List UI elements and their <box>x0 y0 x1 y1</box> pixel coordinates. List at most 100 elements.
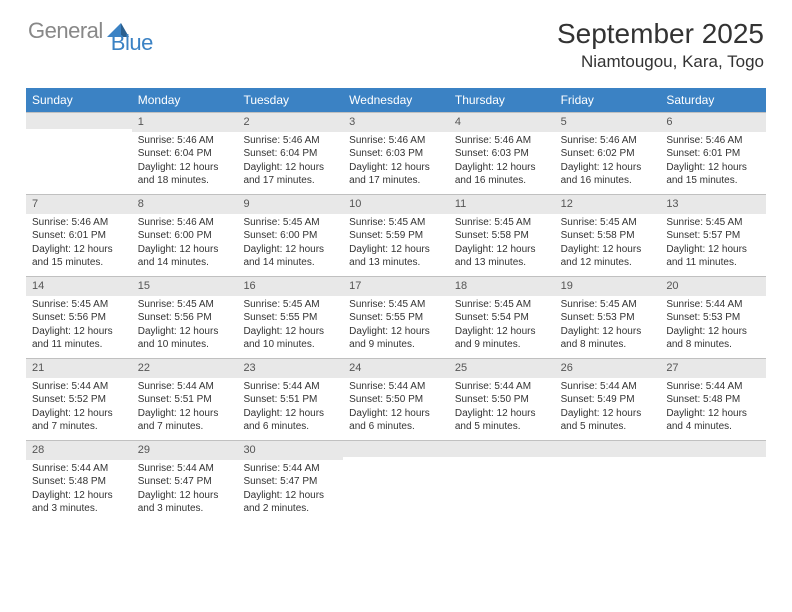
sunrise-text: Sunrise: 5:45 AM <box>455 298 549 312</box>
day-number: 28 <box>26 440 132 460</box>
sunset-text: Sunset: 5:50 PM <box>349 393 443 407</box>
calendar-cell <box>660 440 766 522</box>
sunset-text: Sunset: 5:48 PM <box>32 475 126 489</box>
day-details: Sunrise: 5:46 AMSunset: 6:04 PMDaylight:… <box>237 132 343 194</box>
calendar-week: 1Sunrise: 5:46 AMSunset: 6:04 PMDaylight… <box>26 112 766 194</box>
day-header: Thursday <box>449 88 555 112</box>
daylight-text: Daylight: 12 hours and 14 minutes. <box>243 243 337 270</box>
calendar-cell: 16Sunrise: 5:45 AMSunset: 5:55 PMDayligh… <box>237 276 343 358</box>
brand-logo: General Blue <box>28 18 175 44</box>
daylight-text: Daylight: 12 hours and 18 minutes. <box>138 161 232 188</box>
sunrise-text: Sunrise: 5:45 AM <box>32 298 126 312</box>
day-number: 5 <box>555 112 661 132</box>
calendar-cell: 26Sunrise: 5:44 AMSunset: 5:49 PMDayligh… <box>555 358 661 440</box>
daylight-text: Daylight: 12 hours and 17 minutes. <box>349 161 443 188</box>
sunset-text: Sunset: 6:04 PM <box>138 147 232 161</box>
day-number: 19 <box>555 276 661 296</box>
calendar-cell <box>449 440 555 522</box>
day-number: 26 <box>555 358 661 378</box>
day-details: Sunrise: 5:44 AMSunset: 5:50 PMDaylight:… <box>449 378 555 440</box>
day-details: Sunrise: 5:46 AMSunset: 6:02 PMDaylight:… <box>555 132 661 194</box>
sunset-text: Sunset: 5:56 PM <box>138 311 232 325</box>
brand-name-a: General <box>28 18 103 44</box>
daylight-text: Daylight: 12 hours and 6 minutes. <box>349 407 443 434</box>
calendar-cell: 24Sunrise: 5:44 AMSunset: 5:50 PMDayligh… <box>343 358 449 440</box>
month-title: September 2025 <box>557 18 764 50</box>
day-details: Sunrise: 5:46 AMSunset: 6:03 PMDaylight:… <box>449 132 555 194</box>
day-header: Friday <box>555 88 661 112</box>
sunset-text: Sunset: 5:55 PM <box>243 311 337 325</box>
day-number: 27 <box>660 358 766 378</box>
calendar-cell: 20Sunrise: 5:44 AMSunset: 5:53 PMDayligh… <box>660 276 766 358</box>
page-header: General Blue September 2025 Niamtougou, … <box>0 0 792 82</box>
day-number: 29 <box>132 440 238 460</box>
daylight-text: Daylight: 12 hours and 15 minutes. <box>666 161 760 188</box>
day-number: 13 <box>660 194 766 214</box>
day-number: 9 <box>237 194 343 214</box>
day-number: 20 <box>660 276 766 296</box>
day-details: Sunrise: 5:44 AMSunset: 5:48 PMDaylight:… <box>26 460 132 522</box>
sunrise-text: Sunrise: 5:44 AM <box>32 380 126 394</box>
calendar-cell: 11Sunrise: 5:45 AMSunset: 5:58 PMDayligh… <box>449 194 555 276</box>
sunset-text: Sunset: 5:51 PM <box>243 393 337 407</box>
daylight-text: Daylight: 12 hours and 7 minutes. <box>138 407 232 434</box>
day-number: 24 <box>343 358 449 378</box>
daylight-text: Daylight: 12 hours and 2 minutes. <box>243 489 337 516</box>
calendar-cell: 15Sunrise: 5:45 AMSunset: 5:56 PMDayligh… <box>132 276 238 358</box>
day-header: Monday <box>132 88 238 112</box>
day-number: 15 <box>132 276 238 296</box>
sunset-text: Sunset: 6:00 PM <box>243 229 337 243</box>
sunrise-text: Sunrise: 5:45 AM <box>349 216 443 230</box>
location-text: Niamtougou, Kara, Togo <box>557 52 764 72</box>
sunrise-text: Sunrise: 5:45 AM <box>243 298 337 312</box>
day-number: 17 <box>343 276 449 296</box>
sunset-text: Sunset: 6:03 PM <box>349 147 443 161</box>
daylight-text: Daylight: 12 hours and 5 minutes. <box>561 407 655 434</box>
day-number: 6 <box>660 112 766 132</box>
sunrise-text: Sunrise: 5:46 AM <box>666 134 760 148</box>
sunset-text: Sunset: 5:56 PM <box>32 311 126 325</box>
calendar-cell: 14Sunrise: 5:45 AMSunset: 5:56 PMDayligh… <box>26 276 132 358</box>
calendar-cell: 23Sunrise: 5:44 AMSunset: 5:51 PMDayligh… <box>237 358 343 440</box>
day-header-row: Sunday Monday Tuesday Wednesday Thursday… <box>26 88 766 112</box>
sunrise-text: Sunrise: 5:44 AM <box>138 462 232 476</box>
day-details: Sunrise: 5:44 AMSunset: 5:51 PMDaylight:… <box>237 378 343 440</box>
day-number: 22 <box>132 358 238 378</box>
day-number <box>660 440 766 457</box>
day-details: Sunrise: 5:45 AMSunset: 5:59 PMDaylight:… <box>343 214 449 276</box>
sunrise-text: Sunrise: 5:46 AM <box>349 134 443 148</box>
calendar-cell: 1Sunrise: 5:46 AMSunset: 6:04 PMDaylight… <box>132 112 238 194</box>
day-details: Sunrise: 5:46 AMSunset: 6:04 PMDaylight:… <box>132 132 238 194</box>
day-number: 3 <box>343 112 449 132</box>
day-details: Sunrise: 5:45 AMSunset: 5:55 PMDaylight:… <box>343 296 449 358</box>
day-details: Sunrise: 5:44 AMSunset: 5:47 PMDaylight:… <box>237 460 343 522</box>
sunset-text: Sunset: 5:58 PM <box>455 229 549 243</box>
day-details: Sunrise: 5:44 AMSunset: 5:53 PMDaylight:… <box>660 296 766 358</box>
day-number: 4 <box>449 112 555 132</box>
daylight-text: Daylight: 12 hours and 15 minutes. <box>32 243 126 270</box>
calendar-cell: 19Sunrise: 5:45 AMSunset: 5:53 PMDayligh… <box>555 276 661 358</box>
calendar-week: 21Sunrise: 5:44 AMSunset: 5:52 PMDayligh… <box>26 358 766 440</box>
day-details: Sunrise: 5:45 AMSunset: 5:56 PMDaylight:… <box>132 296 238 358</box>
sunset-text: Sunset: 5:55 PM <box>349 311 443 325</box>
day-number: 7 <box>26 194 132 214</box>
sunrise-text: Sunrise: 5:44 AM <box>32 462 126 476</box>
day-number: 14 <box>26 276 132 296</box>
sunrise-text: Sunrise: 5:46 AM <box>138 216 232 230</box>
daylight-text: Daylight: 12 hours and 12 minutes. <box>561 243 655 270</box>
sunrise-text: Sunrise: 5:44 AM <box>455 380 549 394</box>
day-details: Sunrise: 5:45 AMSunset: 5:56 PMDaylight:… <box>26 296 132 358</box>
sunrise-text: Sunrise: 5:45 AM <box>666 216 760 230</box>
sunset-text: Sunset: 5:47 PM <box>243 475 337 489</box>
sunset-text: Sunset: 6:01 PM <box>32 229 126 243</box>
sunrise-text: Sunrise: 5:44 AM <box>666 298 760 312</box>
sunrise-text: Sunrise: 5:46 AM <box>561 134 655 148</box>
calendar-cell: 13Sunrise: 5:45 AMSunset: 5:57 PMDayligh… <box>660 194 766 276</box>
sunrise-text: Sunrise: 5:44 AM <box>243 462 337 476</box>
calendar-cell: 2Sunrise: 5:46 AMSunset: 6:04 PMDaylight… <box>237 112 343 194</box>
day-details: Sunrise: 5:45 AMSunset: 5:55 PMDaylight:… <box>237 296 343 358</box>
sunrise-text: Sunrise: 5:45 AM <box>561 298 655 312</box>
daylight-text: Daylight: 12 hours and 10 minutes. <box>138 325 232 352</box>
sunrise-text: Sunrise: 5:45 AM <box>138 298 232 312</box>
sunset-text: Sunset: 5:51 PM <box>138 393 232 407</box>
